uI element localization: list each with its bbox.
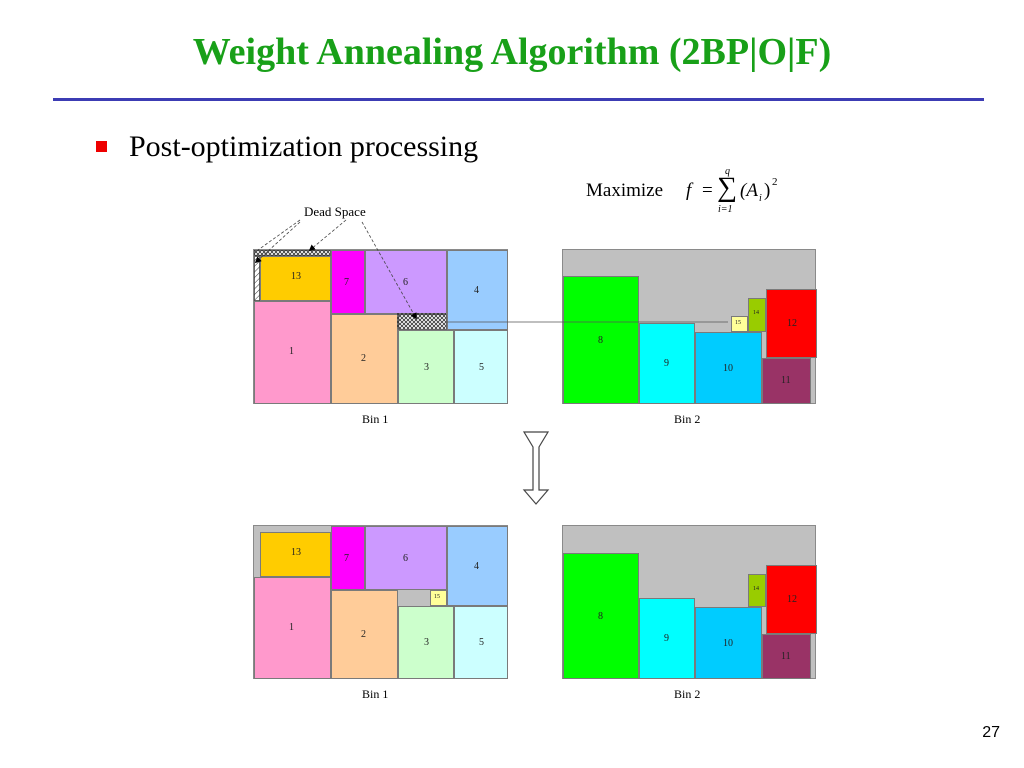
item-1-label: 1 [289,622,294,633]
item-2-label: 2 [361,353,366,364]
item-11-label: 11 [781,651,791,662]
formula-f: f [686,180,692,201]
item-1-label: 1 [289,346,294,357]
item-3: 3 [398,606,454,679]
item-4-label: 4 [474,561,479,572]
item-7-label: 7 [344,553,349,564]
item-6: 6 [365,526,447,590]
bottom-bin2-label: Bin 2 [674,687,701,701]
item-9-label: 9 [664,358,669,369]
down-arrow-icon [522,431,550,505]
item-13: 13 [260,532,331,577]
formula-label: Maximize [586,180,664,201]
item-10: 10 [695,607,762,679]
formula-term: (A [740,180,758,201]
slide-title: Weight Annealing Algorithm (2BP|O|F) [192,31,832,73]
title-divider [53,98,984,101]
item-9: 9 [639,323,695,404]
item-5: 5 [454,330,508,404]
dead-space-hatch-left [254,256,260,301]
leader-line-4 [361,221,417,320]
item-1: 1 [254,301,331,404]
item-10: 10 [695,332,762,404]
bullet-square-icon [96,141,107,152]
item-14-label: 14 [753,586,759,592]
objective-formula: f = q ∑ i=1 (A i ) 2 [680,166,790,218]
item-9-label: 9 [664,633,669,644]
item-4: 4 [447,250,508,330]
item-8: 8 [563,276,639,404]
top-bin1-label: Bin 1 [362,412,389,426]
formula-sub: i [759,193,762,204]
dead-space-label: Dead Space [304,204,366,219]
item-7-label: 7 [344,277,349,288]
item-2-label: 2 [361,629,366,640]
item-13: 13 [260,256,331,301]
item-4-label: 4 [474,285,479,296]
item-12-label: 12 [787,318,797,329]
item-5-label: 5 [479,637,484,648]
item-14-label: 14 [753,310,759,316]
leader-line-1 [257,219,301,251]
item-5: 5 [454,606,508,679]
item-13-label: 13 [291,547,301,558]
item-7: 7 [331,526,365,590]
item-8-label: 8 [598,611,603,622]
dead-space-hatch-mid [397,313,446,329]
item-7: 7 [331,250,365,314]
item-8: 8 [563,553,639,679]
item-12-label: 12 [787,594,797,605]
bottom-bin1: 13 7 6 4 1 2 3 5 15 [253,525,508,679]
formula-lower: i=1 [718,204,733,215]
item-8-label: 8 [598,335,603,346]
item-6: 6 [365,250,447,314]
item-2: 2 [331,590,398,679]
item-2: 2 [331,314,398,404]
item-3-label: 3 [424,637,429,648]
page-number: 27 [982,724,1000,741]
item-1: 1 [254,577,331,679]
item-11: 11 [762,358,811,404]
dead-space-hatch-top [254,250,330,256]
bottom-bin2: 8 9 10 11 12 14 [562,525,817,679]
top-bin1: 13 7 6 4 1 2 3 5 [253,249,508,404]
top-bin2: 8 9 10 11 12 14 15 [562,249,817,404]
item-14: 14 [748,298,766,332]
item-11: 11 [762,634,811,679]
item-10-label: 10 [723,363,733,374]
item-12: 12 [766,565,817,634]
item-6-label: 6 [403,553,408,564]
item-15: 15 [731,316,748,332]
formula-equals: = [702,180,713,201]
item-15-label: 15 [735,320,741,326]
item-10-label: 10 [723,638,733,649]
item-3: 3 [398,330,454,404]
item-9: 9 [639,598,695,679]
item-4: 4 [447,526,508,606]
formula-sum-icon: ∑ [717,172,737,203]
bullet-text: Post-optimization processing [129,130,479,163]
item-6-label: 6 [403,277,408,288]
item-5-label: 5 [479,362,484,373]
leader-line-2 [308,219,347,252]
bottom-bin1-label: Bin 1 [362,687,389,701]
formula-power: 2 [772,176,778,188]
item-15-label: 15 [434,594,440,600]
item-12: 12 [766,289,817,358]
item-15: 15 [430,590,447,606]
item-11-label: 11 [781,375,791,386]
formula-close: ) [764,180,771,201]
item-3-label: 3 [424,362,429,373]
item-13-label: 13 [291,271,301,282]
top-bin2-label: Bin 2 [674,412,701,426]
item-14: 14 [748,574,766,607]
formula-upper: q [725,166,730,177]
